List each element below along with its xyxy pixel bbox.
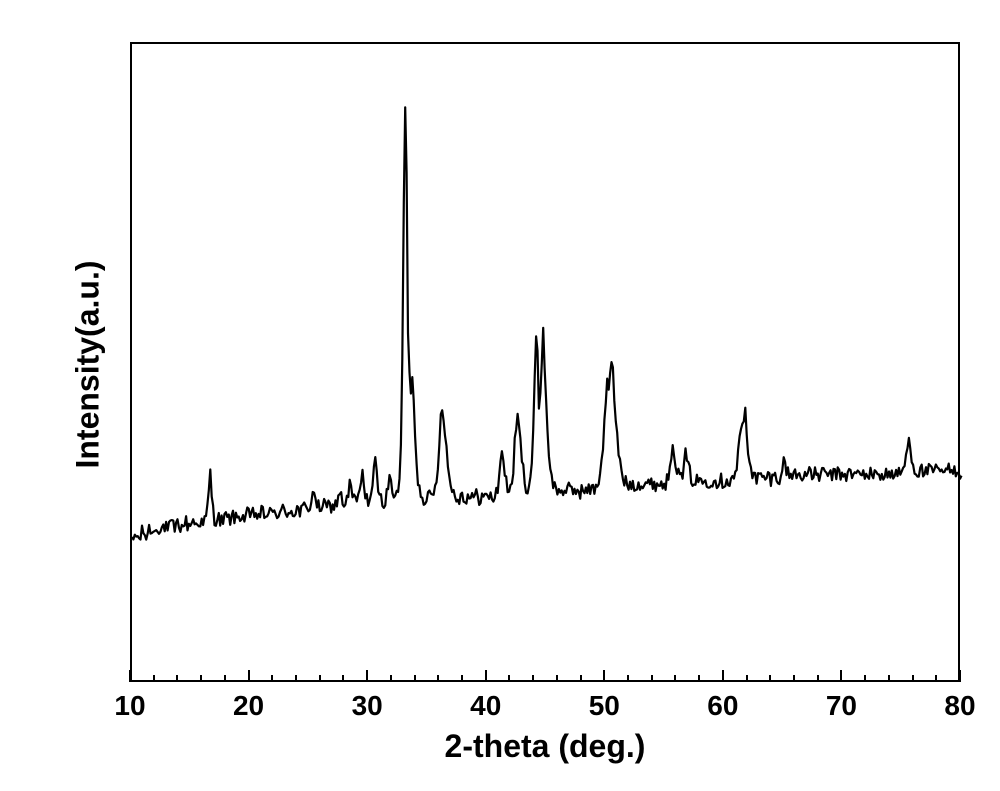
x-tick-minor	[580, 675, 582, 682]
x-tick-major	[248, 670, 250, 682]
y-axis-label: Intensity(a.u.)	[70, 45, 107, 685]
x-tick-minor	[437, 675, 439, 682]
x-tick-minor	[674, 675, 676, 682]
x-tick-label: 10	[100, 690, 160, 722]
x-tick-minor	[627, 675, 629, 682]
x-tick-minor	[295, 675, 297, 682]
x-tick-label: 20	[219, 690, 279, 722]
x-tick-minor	[532, 675, 534, 682]
x-tick-minor	[698, 675, 700, 682]
x-tick-major	[485, 670, 487, 682]
x-tick-label: 30	[337, 690, 397, 722]
x-tick-label: 60	[693, 690, 753, 722]
x-tick-label: 80	[930, 690, 990, 722]
x-tick-minor	[651, 675, 653, 682]
x-tick-minor	[817, 675, 819, 682]
x-tick-major	[603, 670, 605, 682]
x-tick-minor	[888, 675, 890, 682]
x-tick-minor	[224, 675, 226, 682]
x-tick-minor	[319, 675, 321, 682]
x-tick-minor	[390, 675, 392, 682]
x-tick-major	[366, 670, 368, 682]
x-tick-minor	[746, 675, 748, 682]
x-tick-minor	[271, 675, 273, 682]
xrd-figure: Intensity(a.u.) 2-theta (deg.) 10 20 30 40 5…	[0, 0, 1000, 791]
x-tick-minor	[935, 675, 937, 682]
x-tick-minor	[793, 675, 795, 682]
x-tick-minor	[508, 675, 510, 682]
x-tick-minor	[912, 675, 914, 682]
x-tick-minor	[864, 675, 866, 682]
x-tick-minor	[461, 675, 463, 682]
x-tick-label: 70	[811, 690, 871, 722]
xrd-line-svg	[132, 44, 962, 684]
x-tick-minor	[342, 675, 344, 682]
x-axis-label: 2-theta (deg.)	[130, 728, 960, 765]
x-tick-major	[722, 670, 724, 682]
x-tick-minor	[176, 675, 178, 682]
plot-area	[130, 42, 960, 682]
x-tick-label: 40	[456, 690, 516, 722]
x-tick-minor	[200, 675, 202, 682]
x-tick-minor	[414, 675, 416, 682]
x-tick-major	[959, 670, 961, 682]
x-tick-major	[129, 670, 131, 682]
x-tick-minor	[556, 675, 558, 682]
x-tick-label: 50	[574, 690, 634, 722]
x-tick-minor	[153, 675, 155, 682]
x-tick-major	[840, 670, 842, 682]
xrd-trace	[132, 107, 962, 539]
x-tick-minor	[769, 675, 771, 682]
